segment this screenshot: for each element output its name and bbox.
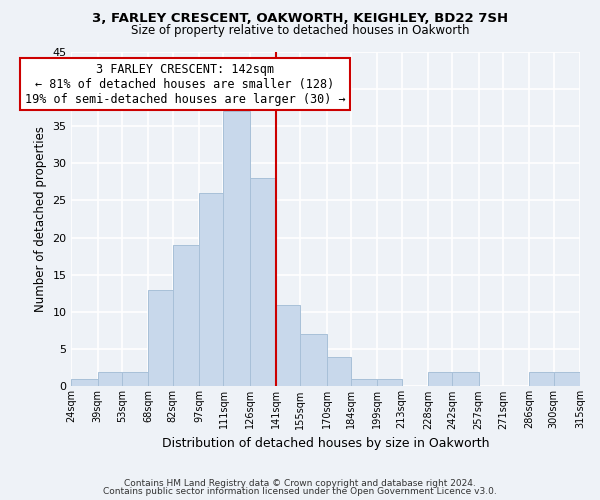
Bar — [301, 334, 326, 386]
Bar — [71, 379, 98, 386]
Bar — [173, 245, 199, 386]
Bar — [199, 193, 223, 386]
Bar — [554, 372, 580, 386]
Bar — [250, 178, 276, 386]
Bar — [276, 304, 301, 386]
Bar — [377, 379, 402, 386]
Bar — [452, 372, 479, 386]
Bar — [326, 356, 351, 386]
Y-axis label: Number of detached properties: Number of detached properties — [34, 126, 47, 312]
Bar — [529, 372, 554, 386]
Bar — [351, 379, 377, 386]
Bar — [122, 372, 148, 386]
Text: Contains public sector information licensed under the Open Government Licence v3: Contains public sector information licen… — [103, 487, 497, 496]
Bar — [223, 111, 250, 386]
Bar — [98, 372, 122, 386]
Bar — [148, 290, 173, 386]
Text: 3 FARLEY CRESCENT: 142sqm
← 81% of detached houses are smaller (128)
19% of semi: 3 FARLEY CRESCENT: 142sqm ← 81% of detac… — [25, 62, 346, 106]
Text: Size of property relative to detached houses in Oakworth: Size of property relative to detached ho… — [131, 24, 469, 37]
Text: 3, FARLEY CRESCENT, OAKWORTH, KEIGHLEY, BD22 7SH: 3, FARLEY CRESCENT, OAKWORTH, KEIGHLEY, … — [92, 12, 508, 26]
X-axis label: Distribution of detached houses by size in Oakworth: Distribution of detached houses by size … — [162, 437, 490, 450]
Text: Contains HM Land Registry data © Crown copyright and database right 2024.: Contains HM Land Registry data © Crown c… — [124, 478, 476, 488]
Bar — [428, 372, 452, 386]
